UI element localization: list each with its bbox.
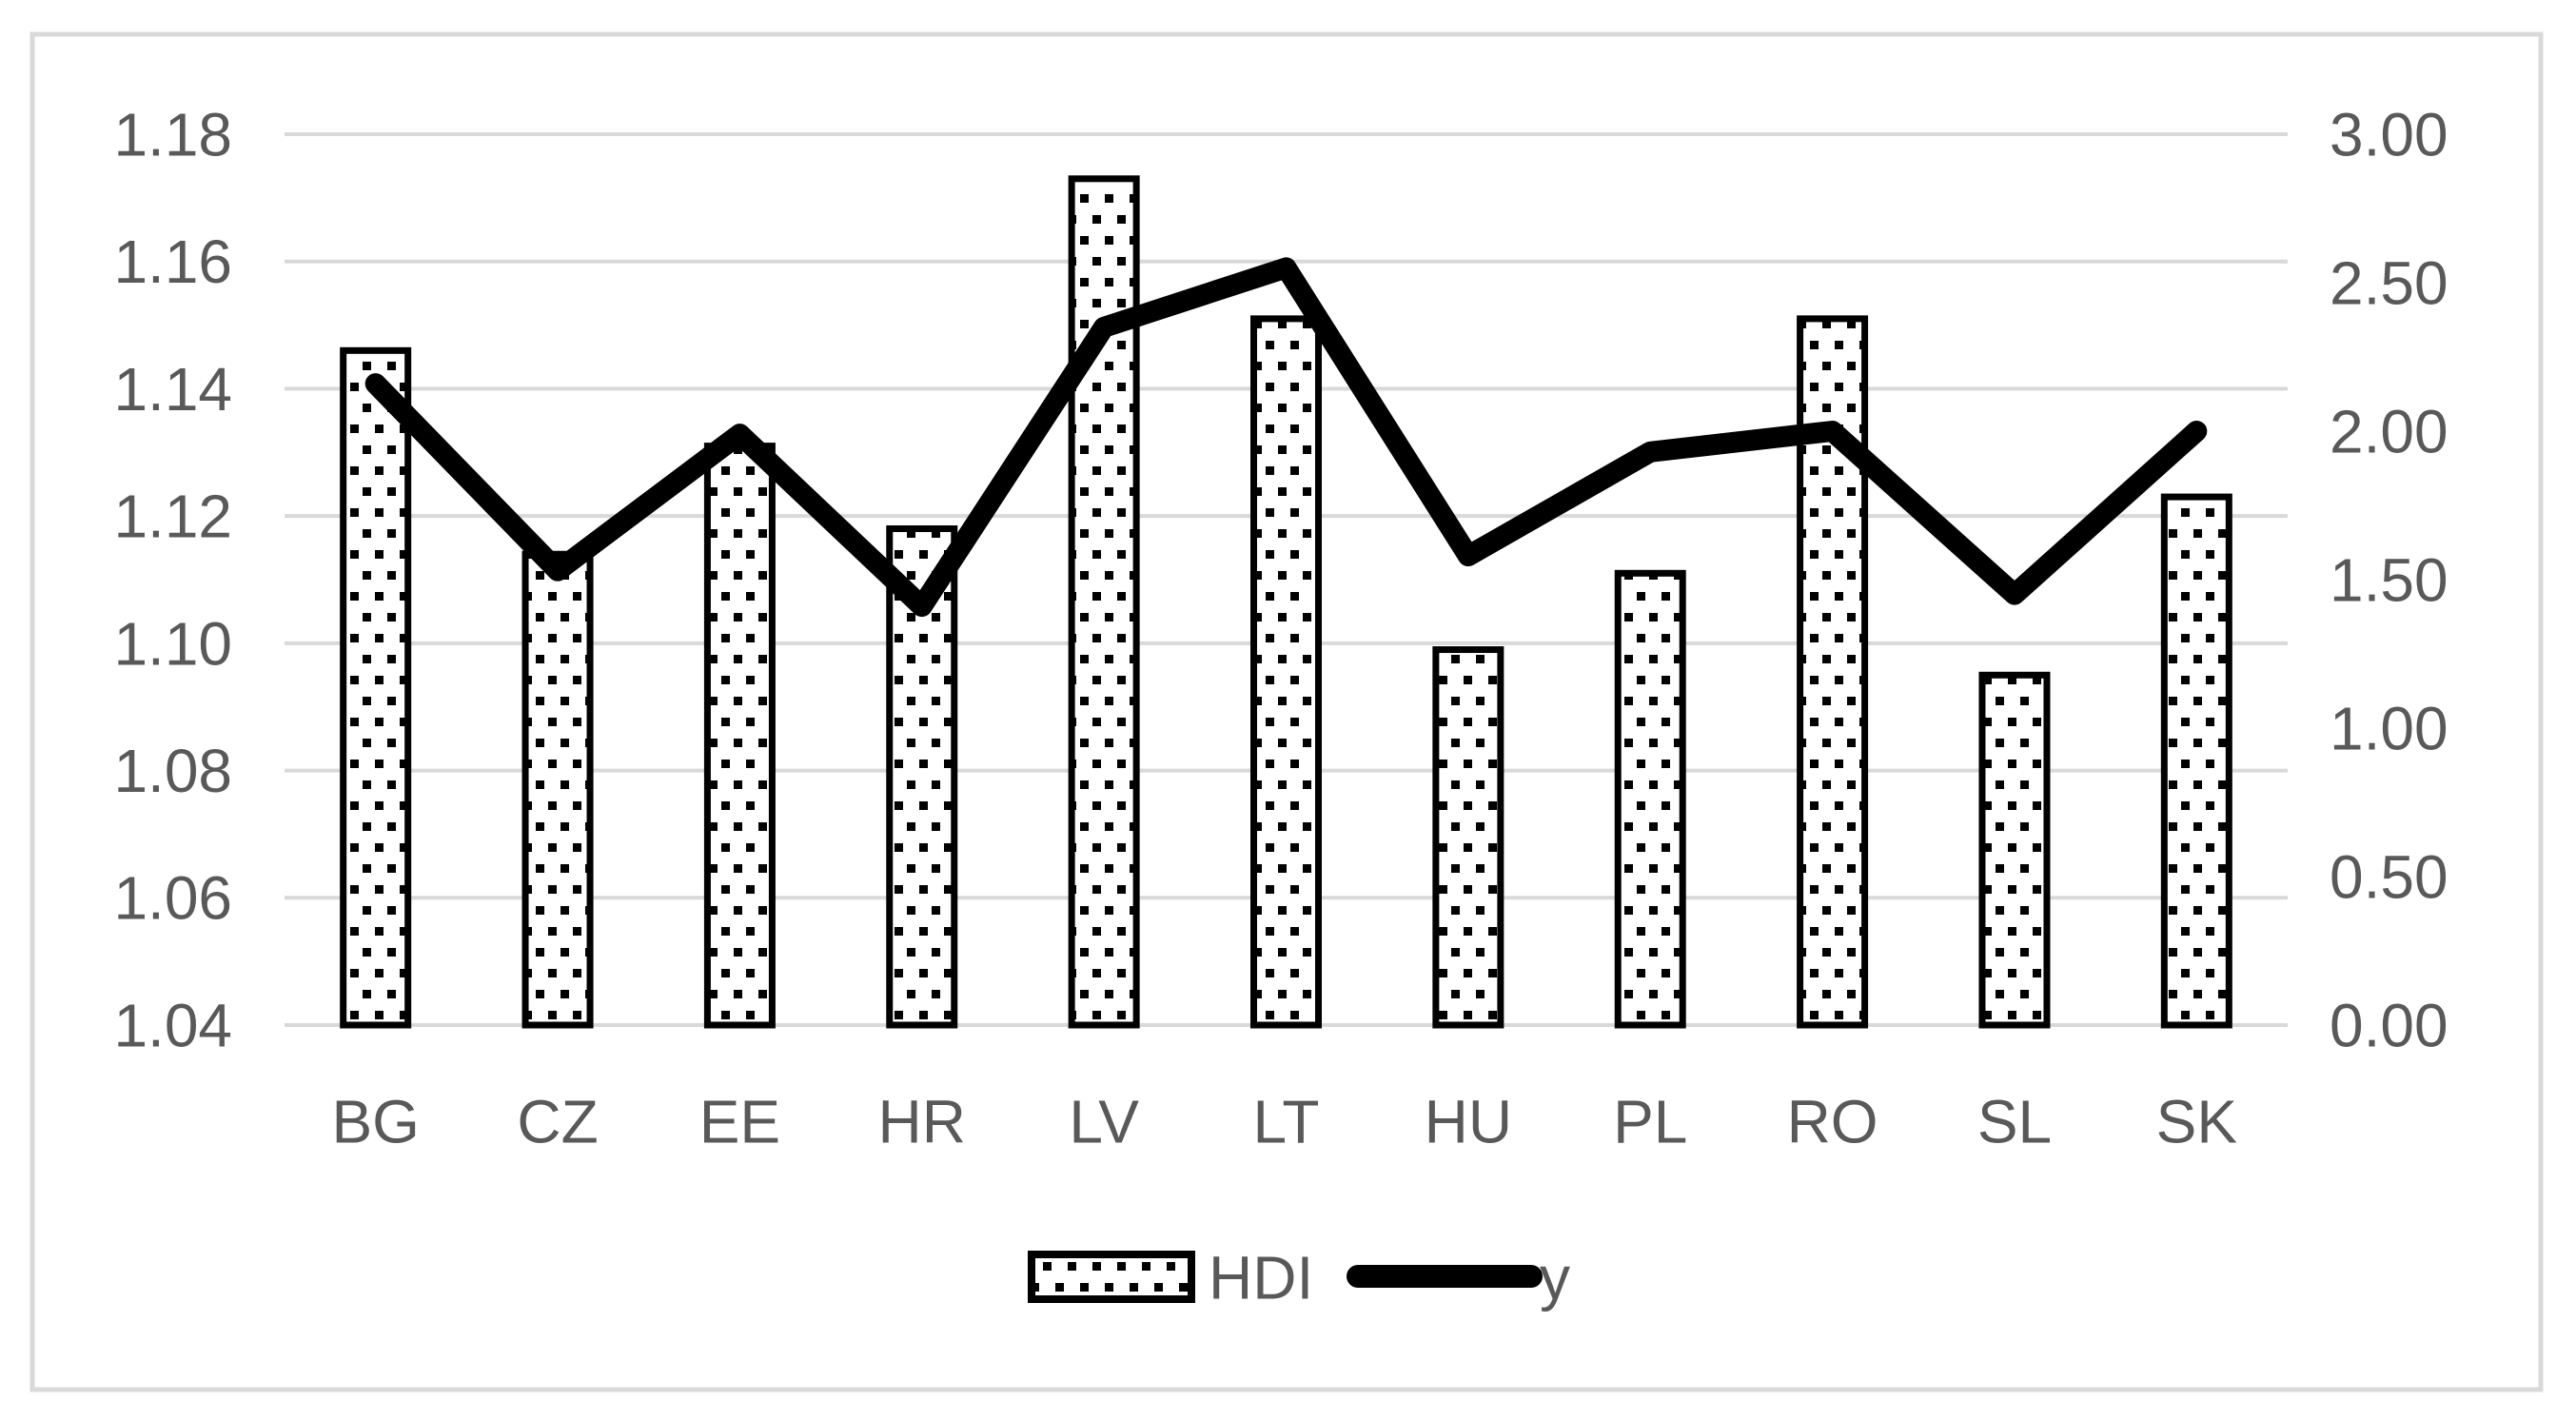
bar-HDI-HU (1432, 646, 1504, 1029)
bar-HDI-SL (1978, 671, 2051, 1029)
legend-label-y: y (1540, 1243, 1570, 1312)
left-axis-tick-1.06: 1.06 (113, 864, 232, 933)
x-axis-label-EE: EE (699, 1087, 780, 1155)
x-axis-label-HR: HR (878, 1087, 966, 1155)
line-series-y (364, 257, 2208, 618)
right-axis-tick-3.00: 3.00 (2330, 100, 2448, 168)
bar-HDI-PL (1614, 569, 1686, 1029)
bar-HDI-SK (2160, 493, 2232, 1029)
bar-HDI-EE (703, 443, 776, 1029)
legend: HDI y (1028, 1243, 1570, 1312)
right-axis-tick-1.00: 1.00 (2330, 694, 2448, 762)
legend-label-HDI: HDI (1209, 1243, 1313, 1312)
left-axis-tick-1.10: 1.10 (113, 609, 232, 678)
right-axis-tick-0.00: 0.00 (2330, 991, 2448, 1059)
x-axis-label-RO: RO (1787, 1087, 1878, 1155)
bar-HDI-HR (886, 525, 958, 1029)
x-axis-label-LT: LT (1253, 1087, 1320, 1155)
left-axis-tick-1.12: 1.12 (113, 483, 232, 551)
chart-frame-border (29, 31, 2544, 1392)
x-axis-label-BG: BG (331, 1087, 419, 1155)
left-axis-tick-1.08: 1.08 (113, 737, 232, 805)
x-axis-label-SL: SL (1977, 1087, 2052, 1155)
bar-HDI-LV (1068, 175, 1140, 1029)
x-axis-label-SK: SK (2156, 1087, 2237, 1155)
x-axis-label-CZ: CZ (517, 1087, 598, 1155)
left-axis-tick-1.14: 1.14 (113, 355, 232, 424)
x-axis-label-HU: HU (1425, 1087, 1512, 1155)
left-axis-tick-1.18: 1.18 (113, 100, 232, 168)
legend-swatch-HDI (1028, 1251, 1195, 1303)
right-axis-tick-1.50: 1.50 (2330, 545, 2448, 614)
right-axis-tick-2.00: 2.00 (2330, 397, 2448, 465)
right-axis-tick-0.50: 0.50 (2330, 842, 2448, 911)
left-axis-tick-1.04: 1.04 (113, 991, 232, 1059)
bar-HDI-CZ (521, 550, 594, 1029)
bar-HDI-BG (340, 346, 412, 1029)
left-axis-tick-1.16: 1.16 (113, 227, 232, 296)
right-axis-tick-2.50: 2.50 (2330, 248, 2448, 317)
bar-HDI-LT (1250, 315, 1322, 1029)
x-axis-label-PL: PL (1613, 1087, 1687, 1155)
x-axis-label-LV: LV (1069, 1087, 1139, 1155)
